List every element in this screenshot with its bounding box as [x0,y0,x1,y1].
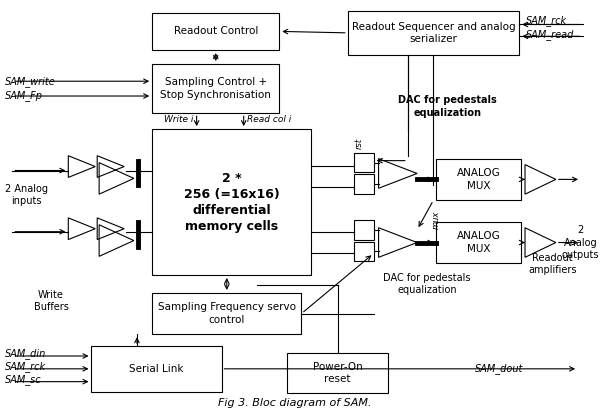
Bar [354,242,374,261]
Text: Write
Buffers: Write Buffers [33,290,69,312]
Text: 2 Analog
inputs: 2 Analog inputs [5,184,48,206]
Bar [354,174,374,194]
Bar [348,11,519,55]
Text: SAM_sc: SAM_sc [5,374,41,385]
Text: DAC for pedestals
equalization: DAC for pedestals equalization [398,95,497,118]
Bar [354,220,374,240]
Bar [287,353,388,393]
Text: Sampling Control +
Stop Synchronisation: Sampling Control + Stop Synchronisation [160,77,271,100]
Text: Readout Sequencer and analog
serializer: Readout Sequencer and analog serializer [351,22,515,44]
Text: SAM_din: SAM_din [5,349,46,359]
Text: DAC for pedestals
equalization: DAC for pedestals equalization [384,273,471,295]
Text: Serial Link: Serial Link [129,364,184,374]
Text: 2
Analog
outputs: 2 Analog outputs [561,225,599,260]
Text: 2 *
256 (=16x16)
differential
memory cells: 2 * 256 (=16x16) differential memory cel… [184,171,279,233]
Text: SAM_read: SAM_read [526,29,574,40]
Text: ANALOG
MUX: ANALOG MUX [457,168,501,191]
Text: mux: mux [432,210,441,229]
Text: SAM_Fp: SAM_Fp [5,91,42,102]
Text: Readout
amplifiers: Readout amplifiers [528,253,577,275]
Bar [354,153,374,173]
Bar [436,158,521,200]
Text: SAM_rck: SAM_rck [526,15,567,26]
Bar [92,346,222,391]
Text: SAM_dout: SAM_dout [475,363,523,374]
Bar [152,129,311,275]
Text: SAM_write: SAM_write [5,76,55,87]
Text: SAM_rck: SAM_rck [5,362,46,372]
Text: Power-On
reset: Power-On reset [313,362,362,384]
Text: Write i: Write i [164,115,194,124]
Bar [436,222,521,263]
Bar [152,64,279,113]
Bar [152,12,279,50]
Text: Fig 3. Bloc diagram of SAM.: Fig 3. Bloc diagram of SAM. [219,398,372,408]
Text: ANALOG
MUX: ANALOG MUX [457,231,501,254]
Bar [152,293,302,334]
Text: rst: rst [354,138,364,149]
Text: Sampling Frequency servo
control: Sampling Frequency servo control [158,302,296,325]
Text: Read col i: Read col i [246,115,291,124]
Text: Readout Control: Readout Control [174,26,258,36]
